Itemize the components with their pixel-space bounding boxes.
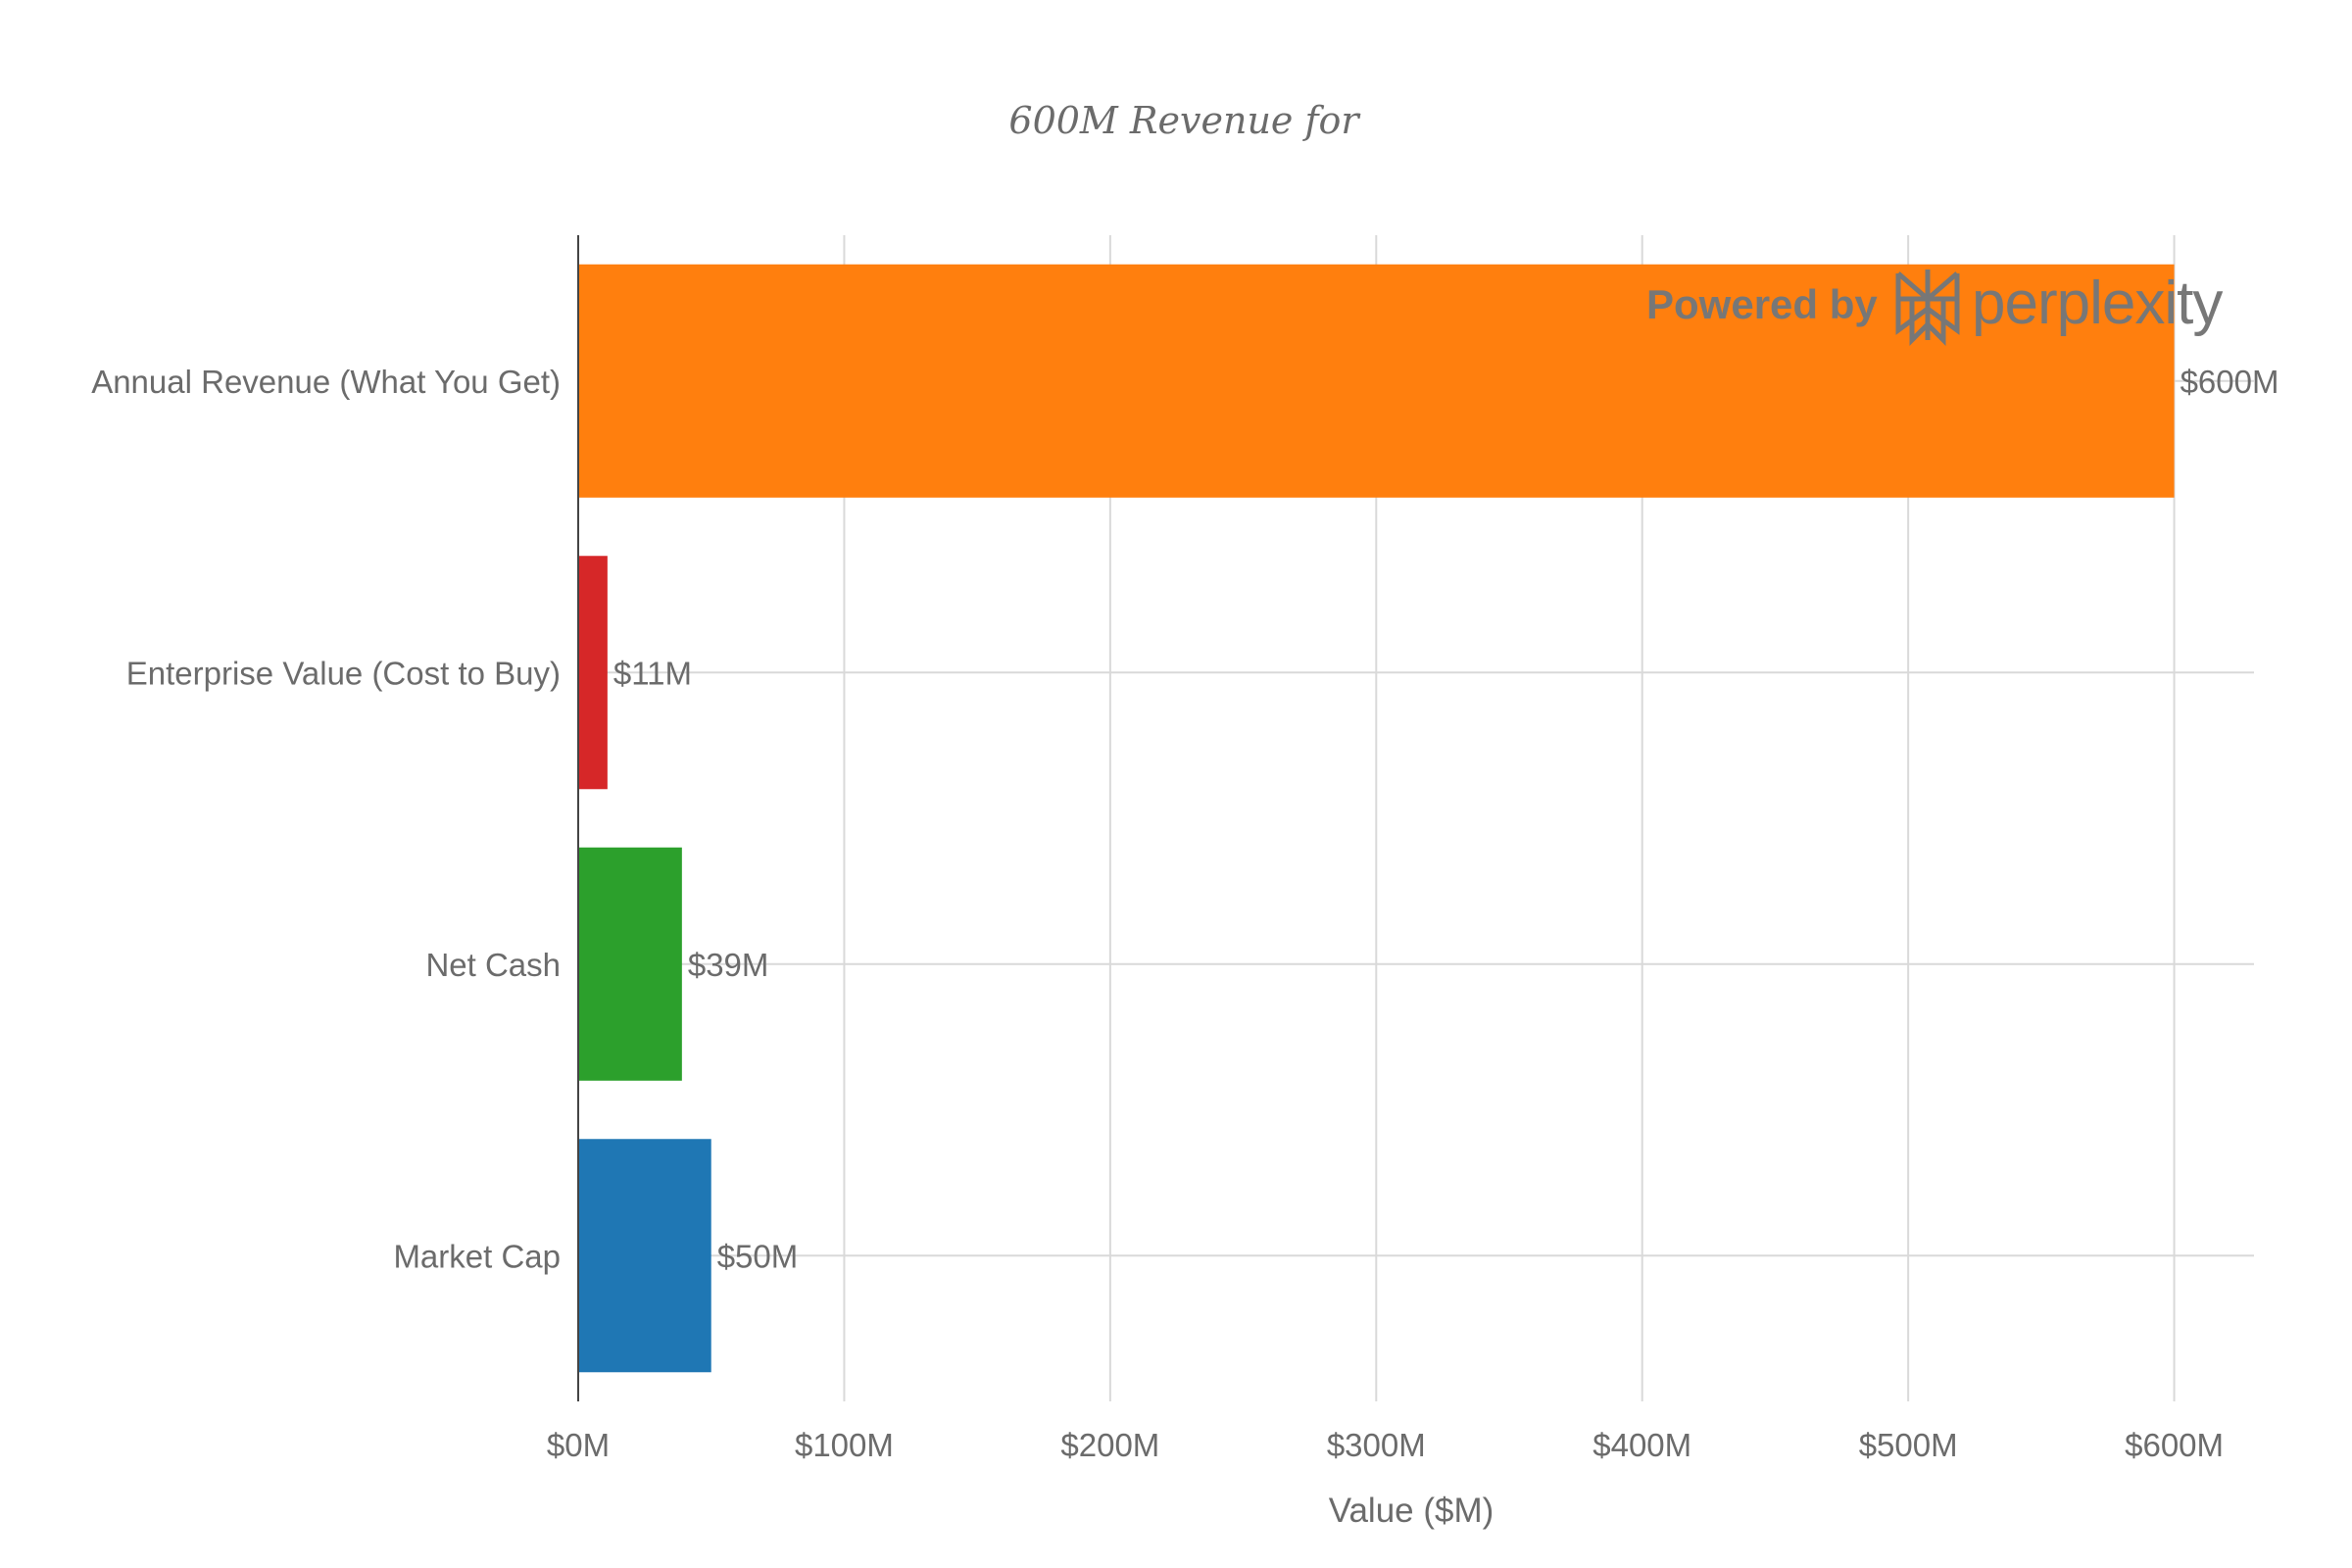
x-axis-title: Value ($M) [1329, 1492, 1494, 1530]
x-tick-label: $600M [2125, 1427, 2224, 1463]
x-tick-label: $300M [1327, 1427, 1426, 1463]
bar-value-label: $50M [717, 1238, 799, 1274]
x-tick-label: $200M [1060, 1427, 1159, 1463]
x-tick-label: $100M [795, 1427, 894, 1463]
watermark-perplexity: perplexity [1972, 270, 2223, 337]
watermark-powered-by: Powered by [1646, 281, 1878, 327]
bar [578, 1139, 711, 1373]
bar [578, 556, 608, 790]
chart-title: 600M Revenue for [1008, 99, 1361, 142]
bars [578, 264, 2175, 1373]
x-tick-label: $500M [1859, 1427, 1958, 1463]
x-tick-label: $0M [547, 1427, 610, 1463]
y-category-label: Enterprise Value (Cost to Buy) [126, 655, 561, 691]
labels: $0M $100M $200M $300M $400M $500M $600M Annual … [91, 364, 2278, 1463]
y-category-label: Market Cap [393, 1238, 561, 1274]
y-category-label: Net Cash [425, 947, 561, 983]
y-category-label: Annual Revenue (What You Get) [91, 364, 561, 400]
watermark: Powered by perplexity [1646, 270, 2224, 347]
bar-value-label: $11M [613, 655, 692, 691]
x-tick-label: $400M [1592, 1427, 1691, 1463]
bar-value-label: $600M [2180, 364, 2279, 400]
bar-value-label: $39M [688, 947, 769, 983]
bar [578, 847, 682, 1081]
perplexity-logo-icon [1895, 270, 1960, 347]
bar [578, 264, 2175, 498]
